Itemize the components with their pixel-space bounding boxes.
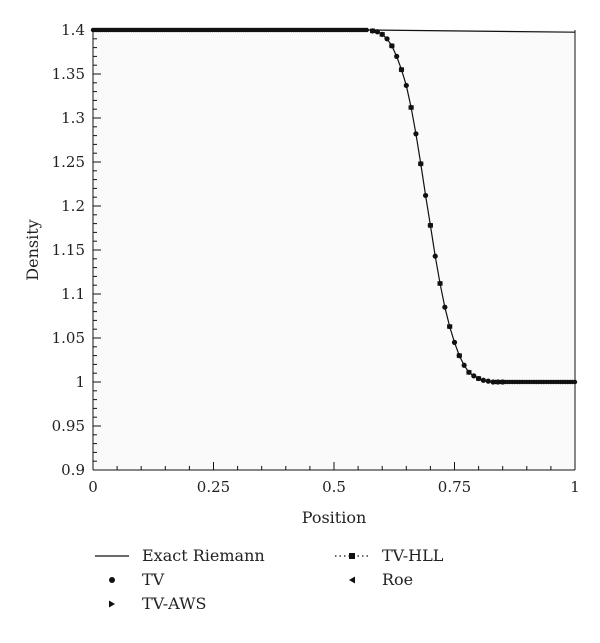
roe-point <box>476 375 482 381</box>
roe-point <box>456 353 462 359</box>
legend-right-triangle-swatch <box>109 600 115 608</box>
right-plateau-markers <box>490 379 578 385</box>
x-tick-label: 0.25 <box>197 478 230 496</box>
y-tick-label: 1.1 <box>61 285 85 303</box>
legend-label: TV-HLL <box>382 546 444 565</box>
roe-point <box>370 28 376 34</box>
y-tick-label: 1.35 <box>52 65 85 83</box>
y-tick-label: 1.05 <box>52 329 85 347</box>
y-tick-label: 1.25 <box>52 153 85 171</box>
legend-item: Exact Riemann <box>95 546 265 565</box>
x-axis-title: Position <box>302 508 367 527</box>
tv-point <box>384 36 390 42</box>
plateau-markers <box>90 27 369 33</box>
y-tick-label: 1.4 <box>61 21 85 39</box>
axes: 0.9 0.95 1 1.05 1.1 1.15 1.2 1.25 1.3 1.35 1.4 0 0.2… <box>52 21 580 496</box>
legend-left-triangle-swatch <box>349 576 355 584</box>
tv-point <box>374 29 380 35</box>
legend-item: TV <box>109 570 165 589</box>
tv-point <box>422 192 429 199</box>
y-tick-label: 0.95 <box>52 417 85 435</box>
legend-label: Exact Riemann <box>142 546 265 565</box>
roe-point <box>447 324 453 330</box>
legend-square-swatch <box>349 553 355 559</box>
legend-circle-swatch <box>109 577 115 583</box>
y-axis-title: Density <box>23 219 42 280</box>
roe-point <box>408 104 414 110</box>
roe-point <box>379 31 385 37</box>
legend-label: TV <box>142 570 165 589</box>
y-tick-label: 1 <box>75 373 85 391</box>
plateau-point <box>364 27 369 33</box>
roe-point <box>466 369 472 375</box>
tv-point <box>471 373 477 379</box>
y-tick-label: 1.3 <box>61 109 85 127</box>
legend-item: TV-HLL <box>335 546 444 565</box>
legend-label: TV-AWS <box>142 594 206 613</box>
tv-point <box>442 304 448 310</box>
tv-point <box>413 131 419 137</box>
y-tick-label: 1.15 <box>52 241 85 259</box>
x-tick-label: 0 <box>88 478 98 496</box>
roe-point <box>427 222 433 228</box>
tv-point <box>461 362 467 368</box>
plot-background <box>93 30 575 470</box>
roe-point <box>437 280 443 286</box>
x-tick-label: 0.5 <box>322 478 346 496</box>
tv-point <box>480 377 487 383</box>
legend-item: Roe <box>349 570 413 589</box>
plot-area <box>93 30 575 470</box>
y-tick-label: 0.9 <box>61 461 85 479</box>
x-tick-label: 0.75 <box>438 478 471 496</box>
series-roe <box>370 28 482 381</box>
tv-point <box>403 82 409 89</box>
legend: Exact Riemann TV TV-AWS TV-HLL Roe <box>95 546 444 613</box>
roe-point <box>418 161 424 167</box>
tv-point <box>432 253 438 259</box>
series-layer <box>90 27 578 385</box>
legend-item: TV-AWS <box>109 594 206 613</box>
roe-point <box>389 43 395 49</box>
roe-point <box>398 67 404 73</box>
tv-point <box>451 339 458 345</box>
y-tick-label: 1.2 <box>61 197 85 215</box>
tv-point <box>485 378 491 384</box>
tv-point <box>394 53 400 60</box>
legend-label: Roe <box>382 570 413 589</box>
x-tick-label: 1 <box>570 478 580 496</box>
